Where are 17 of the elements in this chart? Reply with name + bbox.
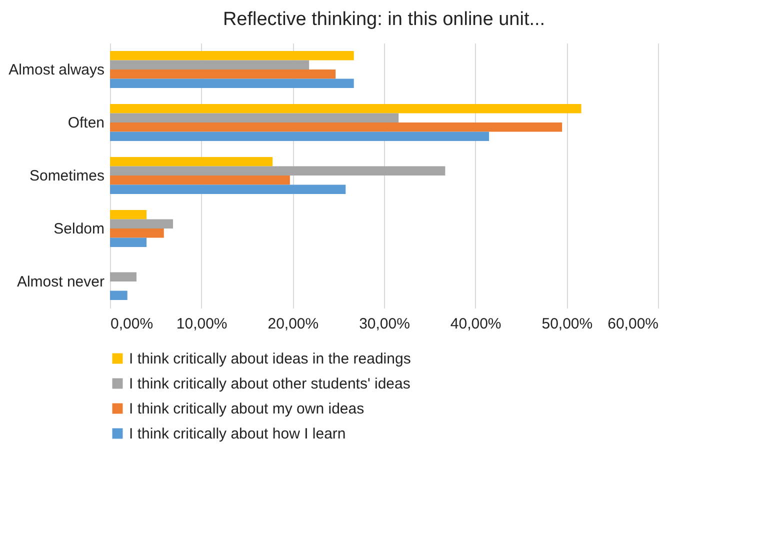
chart-title: Reflective thinking: in this online unit... xyxy=(222,9,546,30)
x-tick-label: 10,00% xyxy=(176,316,228,332)
y-tick-label: Almost always xyxy=(8,62,104,78)
x-tick-label: 60,00% xyxy=(608,316,658,332)
legend-label: I think critically about my own ideas xyxy=(129,400,364,418)
y-tick-label: Almost never xyxy=(16,274,104,290)
x-tick-label: 50,00% xyxy=(542,316,593,332)
legend-label: I think critically about how I learn xyxy=(129,426,346,442)
x-tick-label: 40,00% xyxy=(450,316,502,332)
y-tick-label: Often xyxy=(68,114,104,132)
x-tick-label: 0,00% xyxy=(110,316,154,332)
x-tick-label: 30,00% xyxy=(359,316,410,332)
legend-label: I think critically about other students' ideas xyxy=(129,376,410,392)
x-tick-label: 20,00% xyxy=(268,316,319,332)
legend-label: I think critically about ideas in the readings xyxy=(129,350,411,368)
y-tick-label: Sometimes xyxy=(29,168,104,184)
y-tick-label: Seldom xyxy=(54,220,104,238)
